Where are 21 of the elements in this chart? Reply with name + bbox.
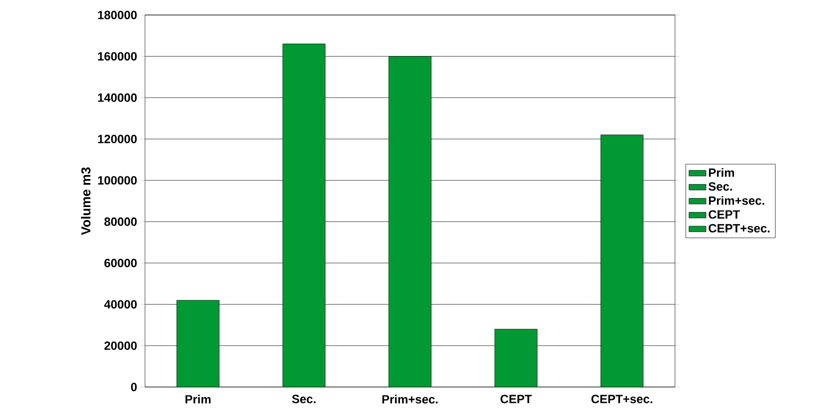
y-tick-label: 140000	[98, 93, 137, 102]
y-tick-label: 120000	[98, 134, 137, 144]
x-tick-label: CEPT+sec.	[591, 394, 652, 404]
y-tick-label: 180000	[98, 10, 137, 20]
y-tick-label: 60000	[104, 258, 137, 268]
y-axis-title: Volume m3	[80, 167, 90, 235]
legend-label: CEPT+sec.	[708, 224, 770, 233]
x-tick-label: Prim	[186, 394, 211, 404]
legend-label: Prim	[708, 168, 734, 177]
y-tick-label: 40000	[104, 300, 137, 309]
legend-label: Sec.	[708, 182, 732, 191]
y-tick-label: 160000	[98, 52, 137, 61]
x-tick-label: Sec.	[292, 394, 316, 404]
x-tick-label: CEPT	[500, 394, 532, 404]
y-tick-label: 20000	[104, 341, 137, 350]
y-tick-label: 80000	[104, 217, 137, 226]
legend-label: Prim+sec.	[708, 196, 764, 205]
legend-label: CEPT	[708, 210, 740, 219]
x-tick-label: Prim+sec.	[382, 394, 438, 404]
y-tick-label: 0	[131, 382, 137, 392]
y-tick-label: 100000	[98, 176, 137, 185]
